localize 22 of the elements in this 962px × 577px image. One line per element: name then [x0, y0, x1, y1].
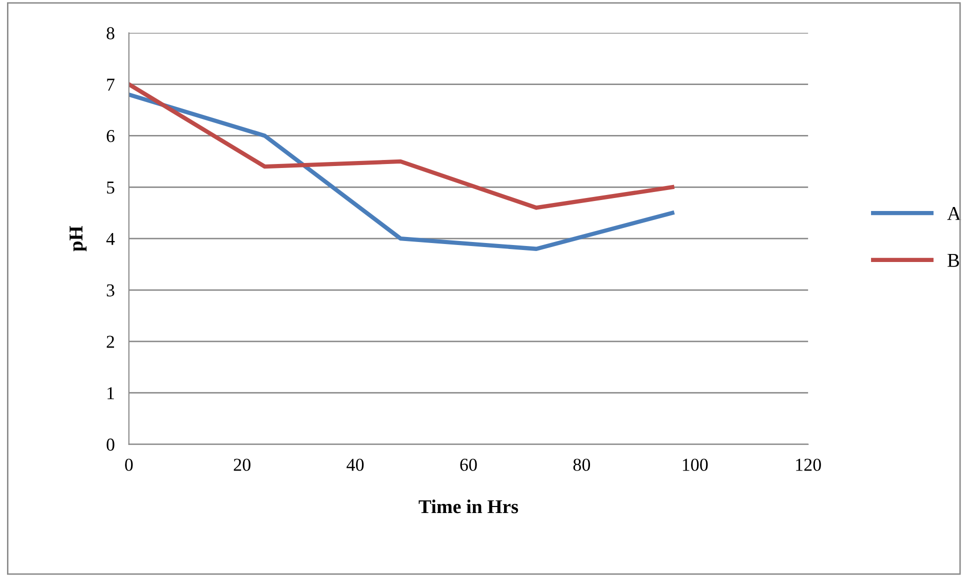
x-tick-label: 60: [460, 458, 477, 471]
y-tick-label: 7: [107, 78, 114, 91]
line-series: [128, 92, 674, 251]
y-tick-label: 6: [106, 130, 114, 142]
y-tick-label: 1: [108, 387, 114, 400]
y-tick-label: 3: [106, 284, 114, 296]
x-tick-label: 120: [796, 458, 821, 471]
x-tick-label: 80: [573, 458, 590, 471]
x-tick-label: 0: [125, 458, 133, 471]
y-tick-label: 5: [107, 182, 114, 194]
y-tick-label: 8: [106, 27, 114, 40]
x-axis-title: Time in Hrs: [418, 500, 518, 514]
x-tick-label: 100: [682, 458, 708, 471]
legend-label: A: [947, 207, 961, 220]
y-tick-label: 0: [106, 438, 114, 451]
y-tick-label: 4: [106, 232, 115, 245]
x-tick-label: 20: [234, 458, 250, 471]
y-tick-label: 2: [106, 336, 114, 348]
line-series: [128, 82, 674, 210]
x-tick-label: 40: [346, 458, 364, 471]
legend-label: B: [948, 254, 960, 267]
y-axis-title: pH: [70, 226, 87, 252]
